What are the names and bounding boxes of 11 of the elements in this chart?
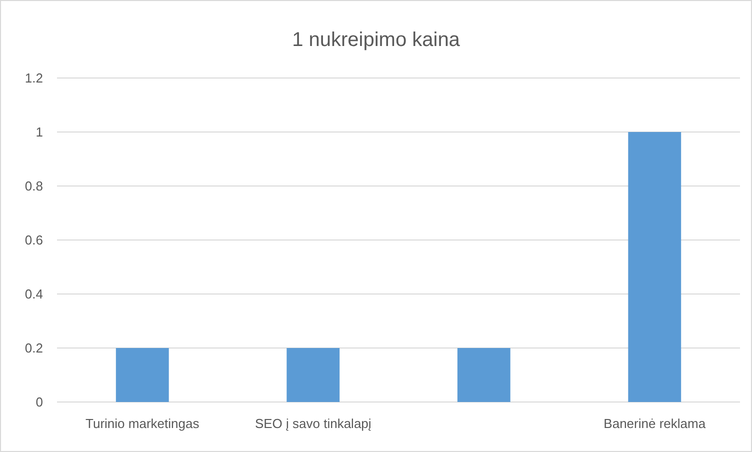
y-tick-label: 1 <box>36 124 43 140</box>
y-tick-label: 0.2 <box>24 340 43 356</box>
x-tick-label: Banerinė reklama <box>604 416 706 431</box>
y-tick-label: 1.2 <box>24 70 43 86</box>
x-tick-label: SEO į savo tinkalapį <box>254 416 372 431</box>
y-tick-label: 0.8 <box>24 178 43 194</box>
y-tick-label: 0 <box>36 394 43 410</box>
chart-title: 1 nukreipimo kaina <box>292 29 461 51</box>
y-tick-label: 0.4 <box>24 286 43 302</box>
y-tick-label: 0.6 <box>24 232 43 248</box>
x-tick-label: Turinio marketingas <box>86 416 200 431</box>
